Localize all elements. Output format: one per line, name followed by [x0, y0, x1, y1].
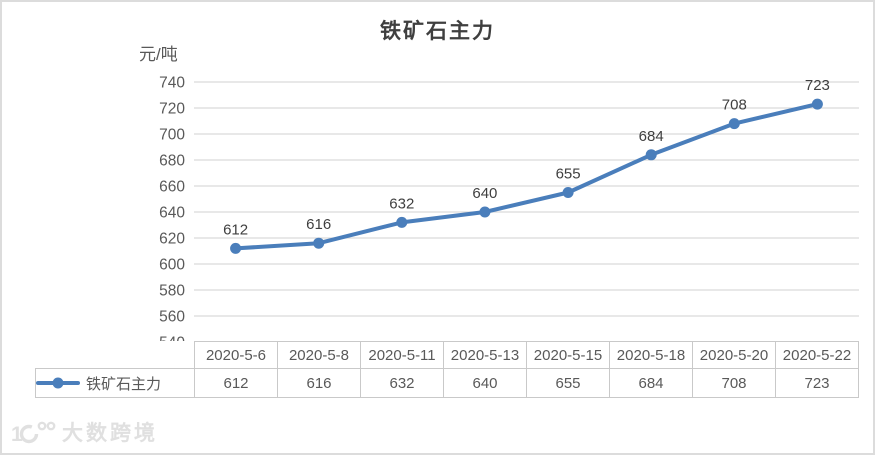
svg-text:1: 1	[11, 423, 26, 445]
y-tick-label: 640	[159, 205, 185, 222]
table-header-cell: 2020-5-13	[443, 341, 527, 369]
y-tick-label: 720	[159, 101, 185, 118]
table-corner-cell	[36, 342, 195, 369]
watermark-text: 大数跨境	[62, 422, 158, 445]
data-point-label: 616	[306, 216, 331, 233]
watermark: 1 大数跨境	[10, 417, 158, 447]
table-header-cell: 2020-5-15	[526, 341, 610, 369]
series-line	[233, 102, 820, 251]
table-header-cell: 2020-5-18	[609, 341, 693, 369]
y-tick-label: 680	[159, 153, 185, 170]
data-point-label: 632	[389, 195, 414, 212]
data-point-marker	[396, 216, 408, 228]
table-header-cell: 2020-5-8	[277, 341, 361, 369]
data-table: 2020-5-6 2020-5-8 2020-5-11 2020-5-13 2020-5…	[35, 341, 859, 398]
table-value-cell: 632	[360, 368, 444, 398]
y-tick-label: 700	[159, 127, 185, 144]
data-point-marker	[313, 237, 325, 249]
data-point-marker	[728, 118, 740, 130]
table-header-cell: 2020-5-22	[775, 341, 859, 369]
table-header-row: 2020-5-6 2020-5-8 2020-5-11 2020-5-13 2020-5…	[36, 341, 859, 369]
table-value-cell: 684	[609, 368, 693, 398]
data-point-label: 684	[639, 128, 664, 145]
data-point-label: 655	[556, 166, 581, 183]
table-value-cell: 655	[526, 368, 610, 398]
y-tick-label: 560	[159, 309, 185, 326]
y-tick-label: 620	[159, 231, 185, 248]
table-value-cell: 640	[443, 368, 527, 398]
y-tick-label: 580	[159, 283, 185, 300]
legend-label: 铁矿石主力	[86, 375, 162, 393]
data-point-label: 640	[472, 185, 497, 202]
chart-title: 铁矿石主力	[380, 20, 495, 43]
table-value-cell: 616	[277, 368, 361, 398]
y-tick-label: 660	[159, 179, 185, 196]
table-header-cell: 2020-5-20	[692, 341, 776, 369]
y-axis-unit-label: 元/吨	[139, 45, 178, 64]
data-point-marker	[562, 187, 574, 198]
data-point-label: 723	[805, 77, 830, 94]
data-point-marker	[811, 98, 823, 110]
data-point-label: 612	[223, 221, 248, 238]
table-header-cell: 2020-5-6	[194, 341, 278, 369]
table-value-cell: 708	[692, 368, 776, 398]
table-header-cell: 2020-5-11	[360, 341, 444, 369]
watermark-logo-icon: 1	[11, 421, 56, 445]
y-tick-label: 740	[159, 75, 185, 92]
table-value-cell: 612	[194, 368, 278, 398]
data-point-marker	[645, 149, 657, 161]
y-tick-label: 540	[159, 335, 185, 342]
data-point-label: 708	[722, 97, 747, 114]
chart-canvas: 740 720 700 680 660 640 620 600 580 560 540 612 616 6…	[159, 75, 859, 342]
y-tick-label: 600	[159, 257, 185, 274]
legend-cell: 铁矿石主力	[35, 368, 195, 398]
table-value-row: 铁矿石主力 612 616 632 640 655 684 708 723	[35, 368, 859, 398]
table-value-cell: 723	[775, 368, 859, 398]
data-point-marker	[230, 242, 242, 254]
legend-line-marker-icon	[36, 377, 80, 389]
data-point-marker	[479, 206, 491, 218]
